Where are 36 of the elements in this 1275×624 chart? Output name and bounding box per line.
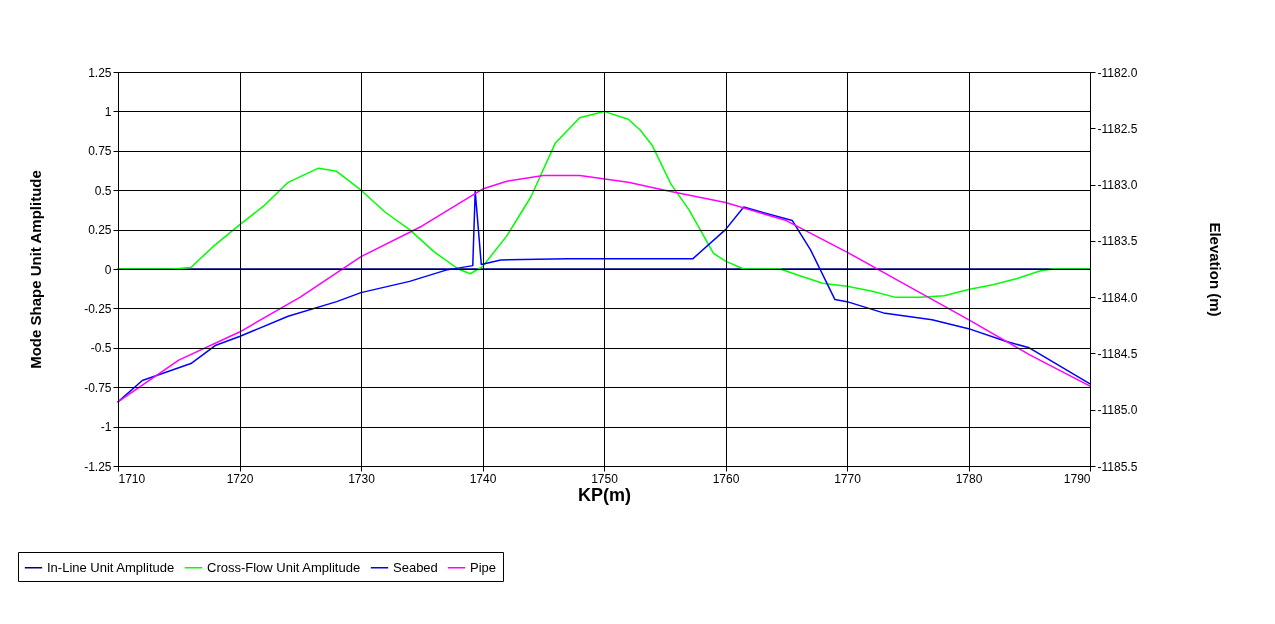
y2-tick-label: -1182.0: [1097, 65, 1138, 80]
y2-tick-label: -1184.5: [1097, 346, 1138, 361]
x-tick-label: 1750: [591, 471, 619, 486]
y2-tick-label: -1185.5: [1097, 459, 1138, 474]
x-tick-label: 1710: [118, 471, 146, 486]
y2-axis-title: Elevation (m): [1207, 222, 1225, 317]
y2-tick-label: -1184.0: [1097, 290, 1138, 305]
x-tick-label: 1770: [834, 471, 862, 486]
y2-tick-label: -1182.5: [1097, 121, 1138, 136]
legend-label: Seabed: [393, 559, 438, 575]
y-tick-label: 0.75: [88, 144, 112, 159]
y-tick-label: 1.25: [88, 65, 112, 80]
y-tick-label: -0.5: [90, 341, 112, 356]
y-axis-title: Mode Shape Unit Amplitude: [27, 170, 45, 369]
y-tick-label: -1.25: [84, 459, 112, 474]
y2-tick-label: -1183.0: [1097, 178, 1138, 193]
y-tick-label: -0.75: [84, 380, 112, 395]
legend-label: Pipe: [470, 559, 497, 575]
y2-tick-label: -1183.5: [1097, 234, 1138, 249]
legend-label: Cross-Flow Unit Amplitude: [207, 559, 361, 575]
x-tick-label: 1760: [712, 471, 740, 486]
x-tick-label: 1720: [226, 471, 254, 486]
y-tick-label: -1: [100, 420, 112, 435]
x-tick-label: 1790: [1063, 471, 1091, 486]
line-series: [117, 110, 1091, 299]
y-tick-label: 0.25: [88, 223, 112, 238]
y-tick-label: -0.25: [84, 301, 112, 316]
y2-tick-label: -1185.0: [1097, 403, 1138, 418]
legend-label: In-Line Unit Amplitude: [47, 559, 175, 575]
y-tick-label: 0.5: [94, 183, 112, 198]
x-tick-label: 1780: [955, 471, 983, 486]
x-tick-label: 1740: [469, 471, 497, 486]
x-tick-label: 1730: [348, 471, 376, 486]
y-tick-label: 1: [104, 104, 112, 119]
y-tick-label: 0: [104, 262, 112, 277]
x-axis-title: KP(m): [578, 484, 631, 505]
